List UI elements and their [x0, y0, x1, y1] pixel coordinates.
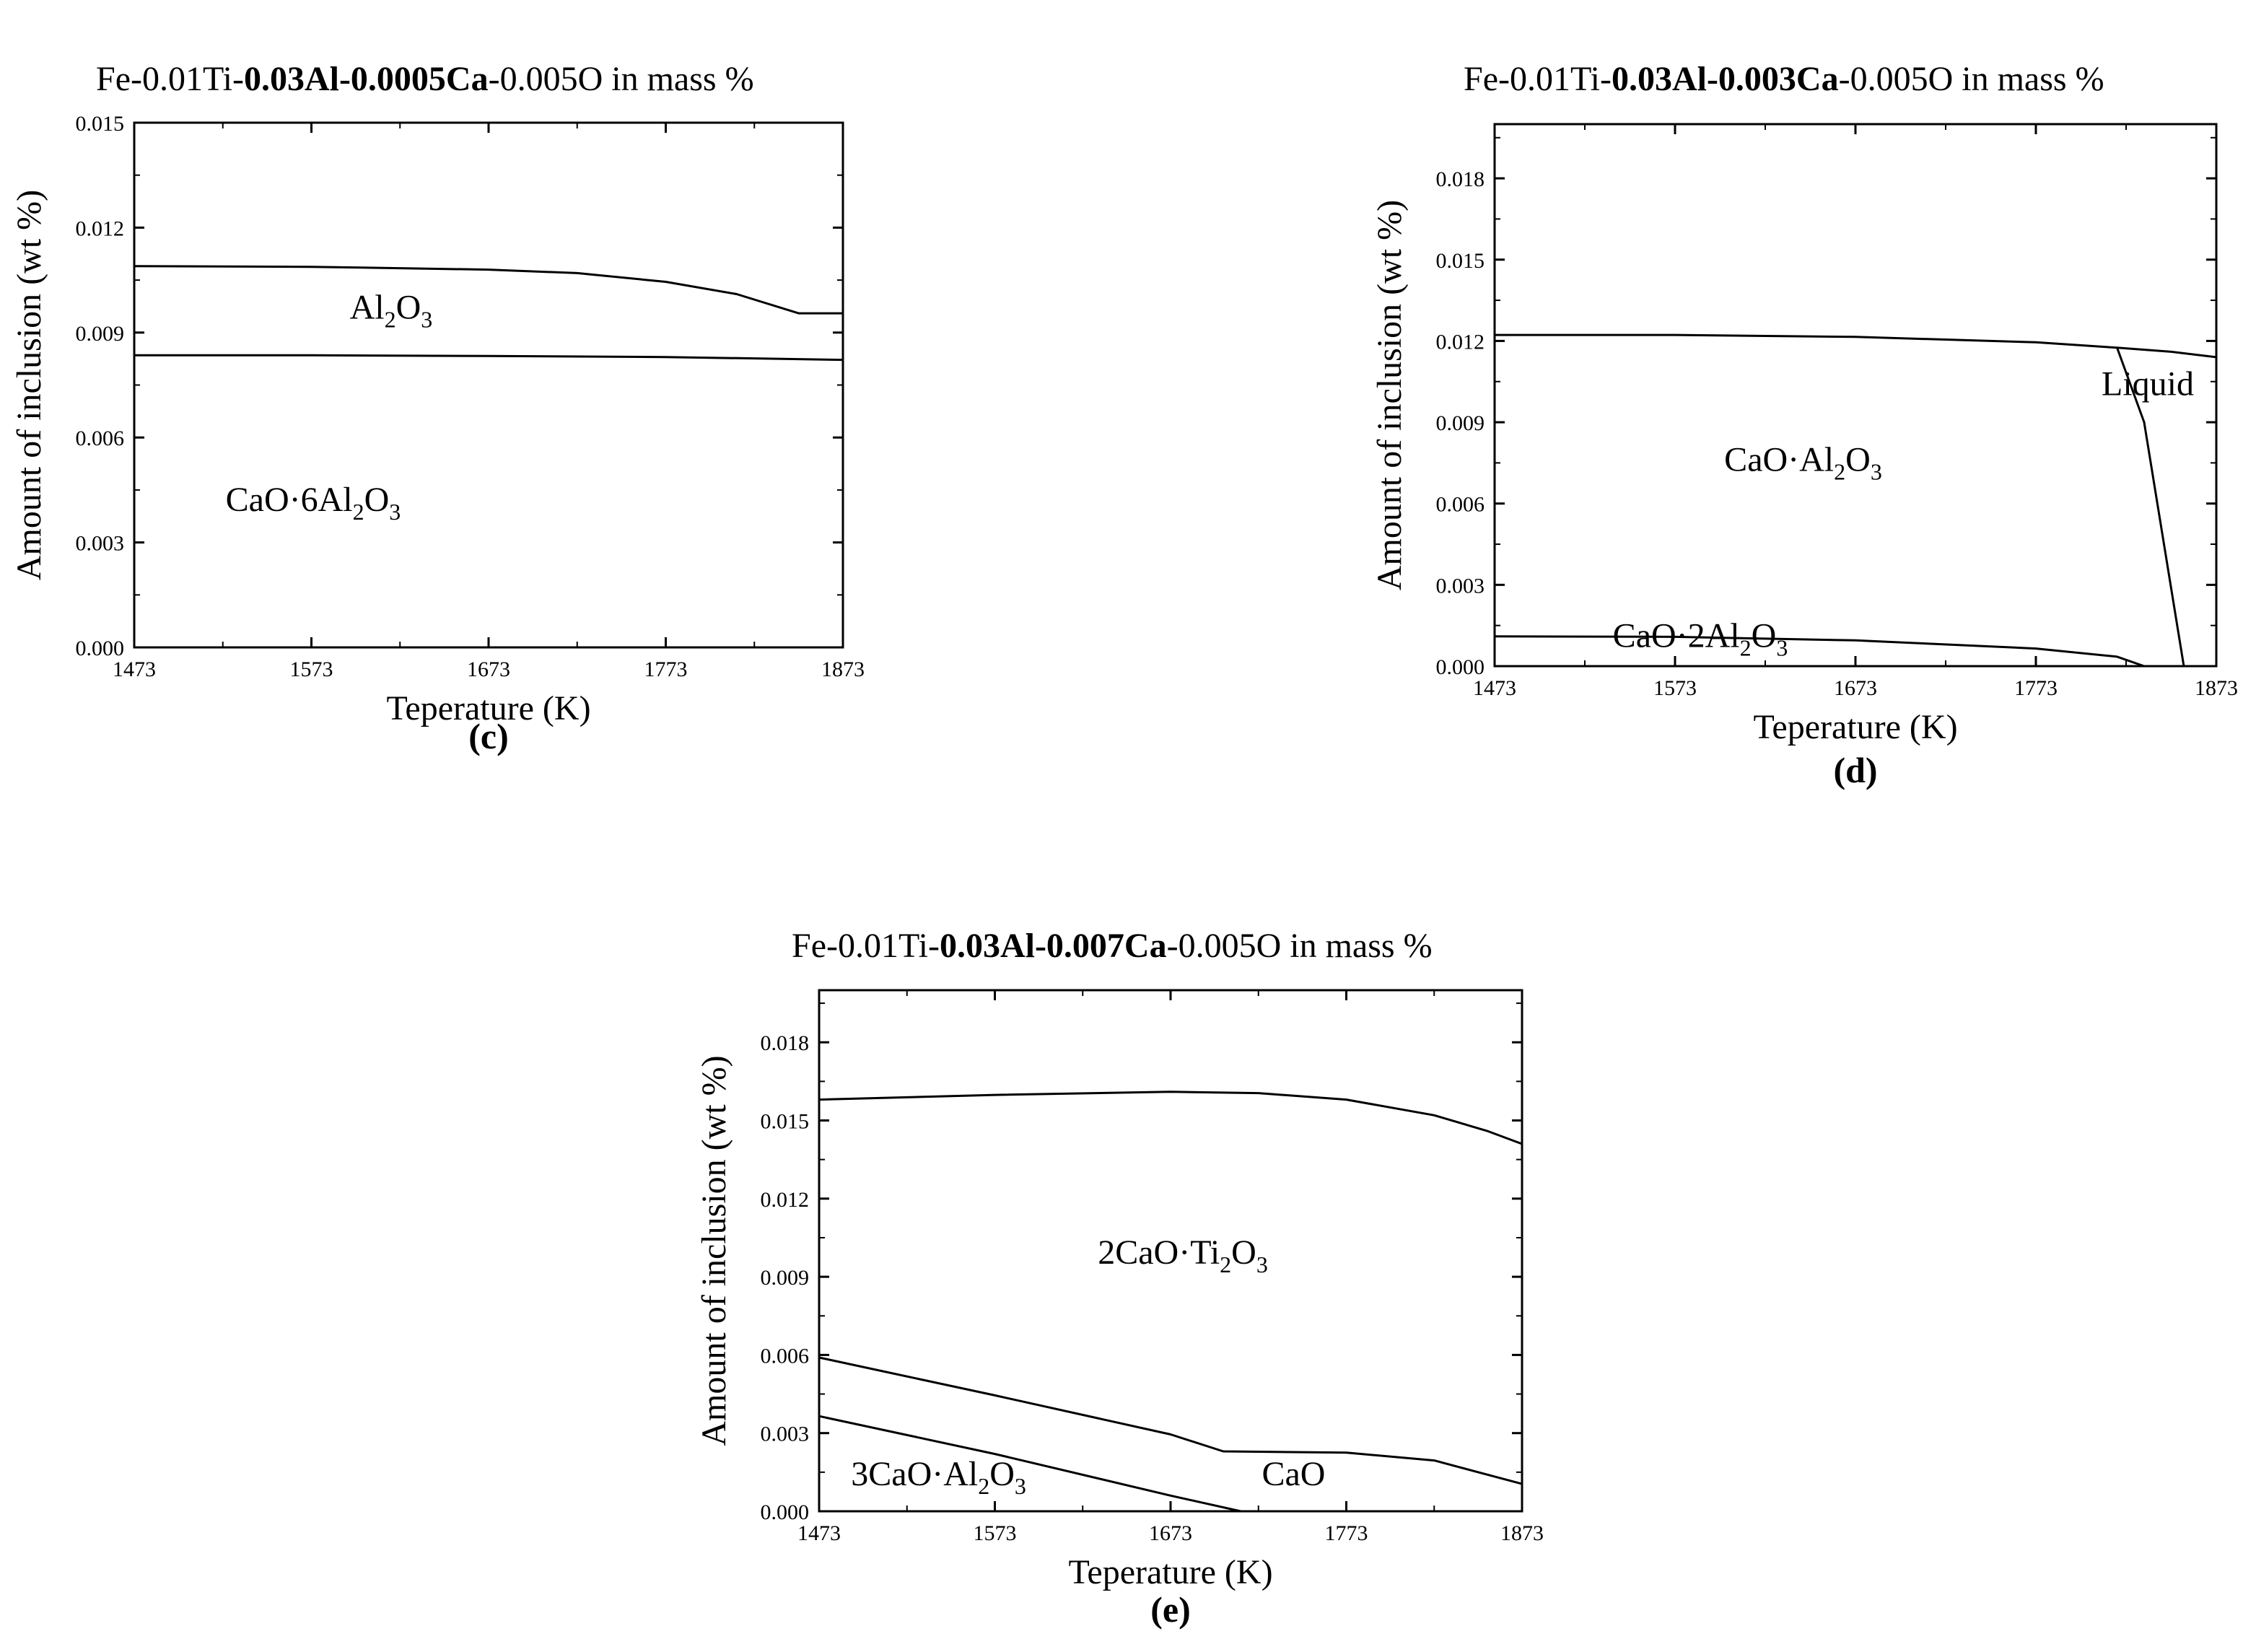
panel-label-c: (c)	[468, 716, 509, 756]
region-label-e-1: 3CaO·Al2O3	[851, 1455, 1026, 1499]
region-label-c-1: CaO·6Al2O3	[226, 481, 401, 525]
boundary-curve-d-1	[1494, 635, 2145, 668]
x-tick-label-d-0: 1473	[1473, 676, 1516, 700]
x-tick-label-d-3: 1773	[2014, 676, 2058, 700]
boundary-curve-c-1	[134, 265, 843, 315]
y-axis-label-e: Amount of inclusion (wt %)	[695, 1055, 733, 1446]
y-tick-label-c-1: 0.003	[76, 532, 125, 556]
chart-title-d-post: -0.005O in mass %	[1838, 60, 2104, 98]
x-tick-label-e-3: 1773	[1325, 1521, 1368, 1545]
x-tick-label-c-3: 1773	[644, 657, 688, 681]
x-tick-label-e-0: 1473	[797, 1521, 841, 1545]
panel-label-d: (d)	[1833, 750, 1877, 790]
chart-title-e: Fe-0.01Ti-0.03Al-0.007Ca-0.005O in mass …	[792, 926, 1433, 966]
chart-title-c-post: -0.005O in mass %	[488, 60, 754, 98]
chart-title-c: Fe-0.01Ti-0.03Al-0.0005Ca-0.005O in mass…	[96, 59, 754, 99]
chart-title-e-bold: 0.03Al-0.007Ca	[939, 927, 1167, 965]
panel-label-e: (e)	[1150, 1589, 1191, 1630]
y-axis-label-c: Amount of inclusion (wt %)	[10, 190, 48, 580]
region-label-e-2: CaO	[1262, 1455, 1325, 1493]
chart-title-d: Fe-0.01Ti-0.03Al-0.003Ca-0.005O in mass …	[1464, 59, 2104, 99]
chart-title-e-pre: Fe-0.01Ti-	[792, 927, 940, 965]
x-tick-label-c-0: 1473	[113, 657, 156, 681]
y-tick-label-c-4: 0.012	[76, 217, 125, 240]
y-tick-label-e-5: 0.015	[761, 1110, 810, 1134]
y-axis-label-d: Amount of inclusion (wt %)	[1370, 200, 1409, 590]
y-tick-label-d-5: 0.015	[1436, 249, 1485, 273]
y-tick-label-c-3: 0.009	[76, 322, 125, 346]
y-tick-label-d-1: 0.003	[1436, 574, 1485, 598]
y-tick-label-e-0: 0.000	[761, 1500, 810, 1524]
chart-title-d-bold: 0.03Al-0.003Ca	[1611, 60, 1839, 98]
y-tick-label-e-3: 0.009	[761, 1266, 810, 1290]
chart-title-d-pre: Fe-0.01Ti-	[1464, 60, 1612, 98]
y-tick-label-c-2: 0.006	[76, 427, 125, 450]
region-label-d-2: Liquid	[2102, 365, 2194, 403]
chart-title-c-pre: Fe-0.01Ti-	[96, 60, 244, 98]
x-tick-label-d-4: 1873	[2195, 676, 2238, 700]
y-tick-label-e-2: 0.006	[761, 1344, 810, 1368]
chart-title-c-bold: 0.03Al-0.0005Ca	[243, 60, 489, 98]
x-tick-label-d-1: 1573	[1653, 676, 1697, 700]
x-tick-label-c-2: 1673	[467, 657, 510, 681]
y-tick-label-d-6: 0.018	[1436, 167, 1485, 191]
boundary-curve-d-0	[1495, 333, 2217, 359]
region-label-d-1: CaO·2Al2O3	[1613, 617, 1788, 661]
boundary-curve-e-1	[818, 1356, 1523, 1485]
x-axis-label-c: Teperature (K)	[386, 689, 590, 727]
region-label-c-0: Al2O3	[350, 288, 433, 332]
y-tick-label-e-6: 0.018	[761, 1031, 810, 1055]
boundary-curve-e-2	[818, 1415, 1241, 1513]
y-tick-label-d-0: 0.000	[1436, 655, 1485, 679]
x-tick-label-d-2: 1673	[1834, 676, 1877, 700]
x-tick-label-c-4: 1873	[821, 657, 865, 681]
boundary-curve-c-0	[134, 354, 844, 362]
y-tick-label-e-1: 0.003	[761, 1422, 810, 1446]
region-label-e-0: 2CaO·Ti2O3	[1098, 1233, 1268, 1277]
boundary-curve-d-2	[2116, 347, 2185, 667]
y-tick-label-c-5: 0.015	[76, 112, 125, 136]
x-tick-label-c-1: 1573	[290, 657, 333, 681]
y-tick-label-d-2: 0.006	[1436, 493, 1485, 517]
y-tick-label-e-4: 0.012	[761, 1188, 810, 1212]
chart-svg-c: 1473 1573 1673 1773 1873 0.000 0.003 0.006 0.009…	[10, 112, 865, 756]
x-tick-label-e-4: 1873	[1500, 1521, 1544, 1545]
chart-svg-d: 1473 1573 1673 1773 1873 0.000 0.003 0.006 0.009…	[1370, 123, 2238, 790]
y-tick-label-c-0: 0.000	[76, 637, 125, 660]
boundary-curve-e-0	[818, 1091, 1523, 1145]
x-tick-label-e-2: 1673	[1149, 1521, 1192, 1545]
y-tick-label-d-3: 0.009	[1436, 411, 1485, 435]
x-tick-label-e-1: 1573	[974, 1521, 1017, 1545]
x-axis-label-d: Teperature (K)	[1753, 708, 1957, 746]
region-label-d-0: CaO·Al2O3	[1724, 441, 1882, 485]
chart-title-e-post: -0.005O in mass %	[1166, 927, 1433, 965]
y-tick-label-d-4: 0.012	[1436, 330, 1485, 354]
x-axis-label-e: Teperature (K)	[1068, 1553, 1272, 1591]
